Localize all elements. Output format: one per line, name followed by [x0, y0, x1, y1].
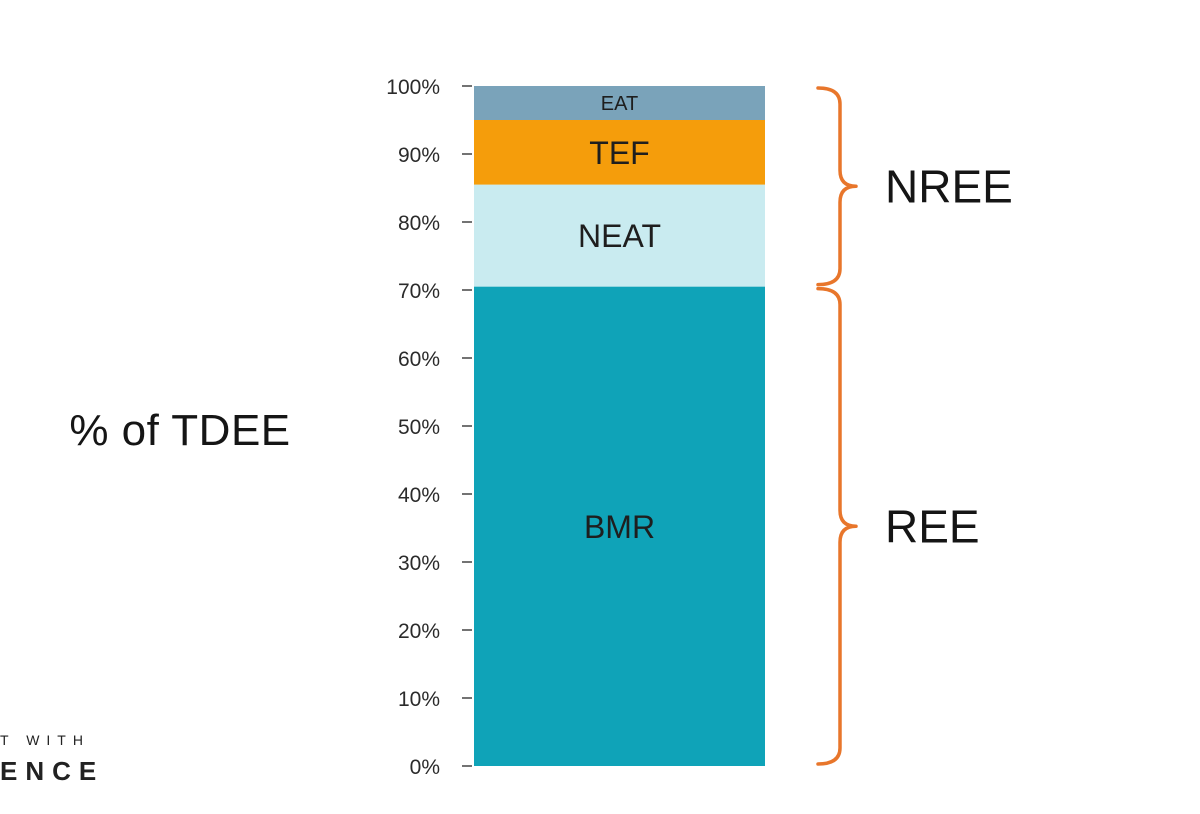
y-axis-label: % of TDEE [69, 406, 290, 455]
y-tick-label: 40% [398, 484, 440, 507]
segment-label-bmr: BMR [584, 509, 655, 545]
bar-segment-tef [474, 120, 765, 185]
brace-label-ree: REE [885, 500, 980, 552]
watermark-logo: T WITH ENCE [0, 732, 104, 786]
y-tick-label: 80% [398, 212, 440, 235]
y-tick-label: 20% [398, 620, 440, 643]
y-tick-label: 50% [398, 416, 440, 439]
segment-label-eat: EAT [601, 93, 638, 115]
y-tick-label: 100% [386, 76, 440, 99]
brace-ree [816, 286, 858, 766]
segment-label-neat: NEAT [578, 218, 661, 254]
bar-segment-bmr [474, 286, 765, 766]
y-tick-label: 60% [398, 348, 440, 371]
watermark-line2: ENCE [0, 756, 104, 786]
brace-annotations: NREE REE [816, 86, 1013, 766]
y-tick-label: 30% [398, 552, 440, 575]
y-tick-label: 0% [410, 756, 440, 779]
bar-segment-neat [474, 184, 765, 287]
segment-label-tef: TEF [589, 135, 649, 171]
brace-nree [816, 86, 858, 287]
y-tick-label: 70% [398, 280, 440, 303]
watermark-line1: T WITH [0, 732, 90, 748]
y-tick-label: 10% [398, 688, 440, 711]
bar-segment-eat [474, 86, 765, 120]
bar-segments: BMR NEAT TEF EAT [474, 86, 765, 766]
y-tick-label: 90% [398, 144, 440, 167]
brace-label-nree: NREE [885, 160, 1013, 212]
y-axis-ticks: 0% 10% 20% 30% 40% 50% 60% 70% 80% 90% 100% [386, 76, 472, 779]
